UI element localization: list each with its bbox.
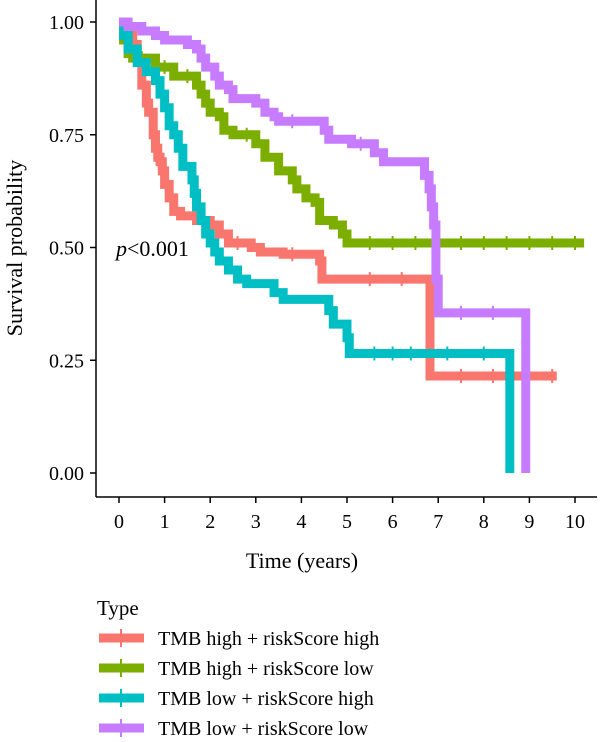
- legend-title: Type: [97, 596, 139, 620]
- p-value: <0.001: [127, 236, 189, 261]
- y-tick-label: 0.50: [49, 238, 84, 260]
- x-tick-label: 2: [205, 511, 215, 533]
- y-tick-label: 0.00: [49, 463, 84, 485]
- x-tick-label: 8: [479, 511, 489, 533]
- y-tick-label: 0.75: [49, 125, 84, 147]
- plot-curves: [119, 17, 585, 473]
- y-tick-label: 1.00: [49, 12, 84, 34]
- legend-label: TMB low + riskScore high: [158, 688, 374, 710]
- x-tick-label: 10: [565, 511, 585, 533]
- x-tick-label: 4: [296, 511, 306, 533]
- y-axis-title: Survival probability: [2, 160, 27, 337]
- p-value-annotation: p<0.001: [114, 236, 189, 261]
- x-tick-label: 7: [433, 511, 443, 533]
- p-symbol: p: [114, 236, 127, 261]
- legend-label: TMB high + riskScore high: [158, 628, 379, 650]
- x-tick-label: 1: [160, 511, 170, 533]
- x-axis-title: Time (years): [246, 548, 358, 573]
- legend-label: TMB high + riskScore low: [158, 658, 374, 680]
- x-tick-label: 6: [388, 511, 398, 533]
- legend-items: TMB high + riskScore high TMB high + risk…: [99, 628, 379, 740]
- x-tick-label: 0: [114, 511, 124, 533]
- x-tick-label: 5: [342, 511, 352, 533]
- legend-label: TMB low + riskScore low: [158, 718, 369, 740]
- series-line-3: [119, 17, 515, 473]
- y-ticks: 0.00 0.25 0.50 0.75 1.00: [49, 12, 96, 485]
- series-line-4: [119, 17, 531, 473]
- y-tick-label: 0.25: [49, 350, 84, 372]
- x-ticks: 0 1 2 3 4 5 6 7 8 9 10: [114, 497, 585, 533]
- x-tick-label: 9: [524, 511, 534, 533]
- series-line-2: [119, 17, 585, 248]
- x-tick-label: 3: [251, 511, 261, 533]
- series-line-1: [119, 17, 557, 381]
